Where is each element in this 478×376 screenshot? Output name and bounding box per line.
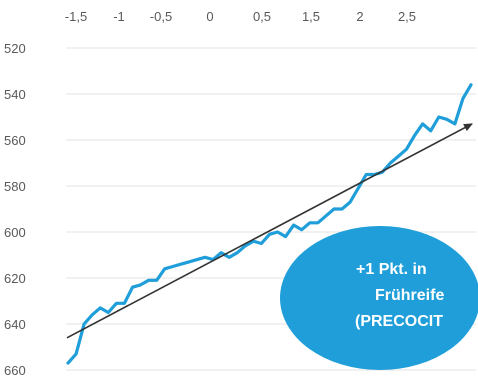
y-tick-label: 660 <box>4 363 26 376</box>
y-tick-label: 560 <box>4 133 26 148</box>
y-tick-label: 600 <box>4 225 26 240</box>
callout-line-2: Frühreife <box>375 287 444 304</box>
x-tick-label: 1,5 <box>302 9 320 24</box>
x-tick-label: 2,5 <box>398 9 416 24</box>
x-tick-label: 0 <box>206 9 213 24</box>
callout-bubble <box>280 226 478 370</box>
x-tick-label: -1,5 <box>65 9 87 24</box>
callout-line-1: +1 Pkt. in <box>356 261 427 278</box>
series-line <box>66 83 473 365</box>
x-tick-label: -1 <box>113 9 125 24</box>
y-tick-label: 620 <box>4 271 26 286</box>
trend-line <box>66 123 473 339</box>
y-tick-label: 580 <box>4 179 26 194</box>
callout: +1 Pkt. in Frühreife (PRECOCIT <box>280 226 478 370</box>
y-tick-label: 640 <box>4 317 26 332</box>
gridlines <box>66 47 476 371</box>
x-tick-label: -0,5 <box>150 9 172 24</box>
x-tick-labels: -1,5 -1 -0,5 0 0,5 1,5 2 2,5 <box>65 9 416 24</box>
y-tick-label: 540 <box>4 87 26 102</box>
x-tick-label: 2 <box>356 9 363 24</box>
data-series <box>66 83 473 365</box>
trend-arrow <box>66 123 473 339</box>
callout-line-3: (PRECOCIT <box>355 313 443 330</box>
x-tick-label: 0,5 <box>253 9 271 24</box>
y-tick-label: 520 <box>4 41 26 56</box>
y-tick-labels: 520 540 560 580 600 620 640 660 <box>4 41 26 376</box>
